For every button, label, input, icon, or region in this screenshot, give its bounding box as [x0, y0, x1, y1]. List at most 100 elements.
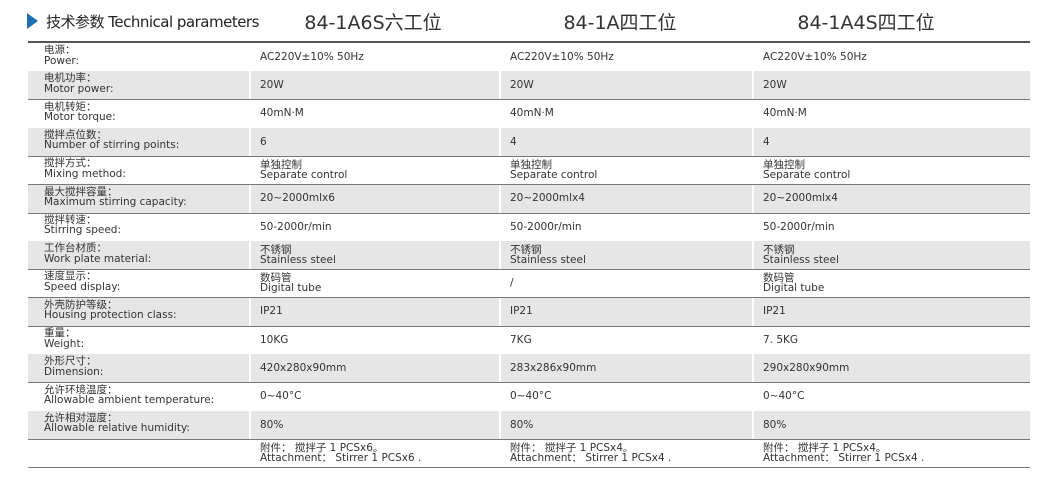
value-cell: 80% — [763, 411, 1003, 439]
label-line: 允许相对湿度： — [44, 411, 118, 424]
table-row: 外形尺寸： Dimension: 420x280x90mm 283x286x90mm 2… — [28, 354, 1030, 384]
column-separator — [499, 127, 501, 156]
value-line: 6 — [260, 135, 267, 148]
value-line: 7. 5KG — [763, 333, 799, 346]
value-cell: AC220V±10% 50Hz — [763, 43, 1003, 71]
label-line: Allowable relative humidity: — [44, 422, 190, 435]
value-cell: 80% — [260, 411, 500, 439]
value-cell: / — [510, 269, 750, 297]
value-cell: 20W — [763, 71, 1003, 99]
value-cell: AC220V±10% 50Hz — [260, 43, 500, 71]
column-separator — [249, 71, 251, 100]
label-line: Motor power: — [44, 82, 114, 95]
value-line: 40mN·M — [763, 107, 807, 120]
value-cell: IP21 — [510, 298, 750, 326]
value-line: 20~2000mlx6 — [260, 192, 335, 205]
attachment-cell: 附件： 搅拌子 1 PCSx4。 Attachment： Stirrer 1 PC… — [510, 439, 750, 467]
row-label: 电机转矩： Motor torque: — [44, 100, 244, 128]
value-line: 420x280x90mm — [260, 362, 347, 375]
column-separator — [752, 127, 754, 156]
label-line: Allowable ambient temperature: — [44, 394, 215, 407]
label-line: Weight: — [44, 337, 85, 350]
value-line: 单独控制 — [510, 158, 552, 171]
value-cell: 0~40°C — [763, 383, 1003, 411]
value-line: 20~2000mlx4 — [763, 192, 838, 205]
column-separator — [499, 184, 501, 213]
table-row: 搅拌转速： Stirring speed: 50-2000r/min 50-2000r… — [28, 213, 1030, 242]
column-separator — [752, 410, 754, 439]
label-line: 最大搅拌容量： — [44, 185, 118, 198]
column-header: 84-1A4S四工位 — [797, 12, 935, 34]
value-cell: 单独控制 Separate control — [260, 156, 500, 184]
table-row: 速度显示： Speed display: 数码管 Digital tube / 数码管 Di… — [28, 269, 1030, 299]
value-cell: 420x280x90mm — [260, 354, 500, 382]
value-cell: 10KG — [260, 326, 500, 354]
value-line: Stainless steel — [260, 254, 336, 267]
label-line: Mixing method: — [44, 167, 126, 180]
table-row: 搅拌点位数： Number of stirring points: 6 4 4 — [28, 127, 1030, 157]
value-cell: 7. 5KG — [763, 326, 1003, 354]
column-header: 84-1A6S六工位 — [304, 12, 442, 34]
column-separator — [499, 297, 501, 326]
value-cell: 0~40°C — [260, 383, 500, 411]
label-line: Dimension: — [44, 365, 104, 378]
value-line: 80% — [510, 418, 534, 431]
column-separator — [249, 241, 251, 270]
value-cell: 单独控制 Separate control — [763, 156, 1003, 184]
attachment-line: 附件： 搅拌子 1 PCSx4。 — [510, 441, 634, 454]
row-label: 重量： Weight: — [44, 326, 244, 354]
row-label: 外壳防护等级： Housing protection class: — [44, 298, 244, 326]
column-separator — [752, 241, 754, 270]
value-line: 20W — [260, 79, 284, 92]
attachment-cell: 附件： 搅拌子 1 PCSx6。 Attachment： Stirrer 1 PC… — [260, 439, 500, 467]
value-line: 不锈钢 — [510, 243, 542, 256]
value-line: Digital tube — [763, 282, 825, 295]
value-cell: 20~2000mlx4 — [510, 185, 750, 213]
column-separator — [499, 241, 501, 270]
value-cell: 80% — [510, 411, 750, 439]
label-line: 重量： — [44, 327, 76, 339]
value-cell: 4 — [763, 128, 1003, 156]
row-label: 允许相对湿度： Allowable relative humidity: — [44, 411, 244, 439]
table-row: 允许相对湿度： Allowable relative humidity: 80% 80… — [28, 410, 1030, 440]
table-row: 电源： Power: AC220V±10% 50Hz AC220V±10% 50Hz A… — [28, 43, 1030, 72]
row-label: 外形尺寸： Dimension: — [44, 354, 244, 382]
column-separator — [249, 127, 251, 156]
label-line: Maximum stirring capacity: — [44, 196, 187, 208]
value-line: 40mN·M — [260, 107, 304, 120]
value-line: 20W — [763, 79, 787, 92]
value-cell: IP21 — [763, 298, 1003, 326]
column-separator — [249, 297, 251, 326]
label-line: Motor torque: — [44, 111, 116, 124]
column-separator — [752, 71, 754, 100]
value-cell: 20W — [510, 71, 750, 99]
row-label: 电源： Power: — [44, 43, 244, 71]
attachment-line: 附件： 搅拌子 1 PCSx4。 — [763, 441, 887, 454]
table-row: 电机功率： Motor power: 20W 20W 20W — [28, 71, 1030, 101]
value-cell: 40mN·M — [510, 100, 750, 128]
value-line: 4 — [763, 135, 770, 148]
value-cell: 7KG — [510, 326, 750, 354]
value-line: Digital tube — [260, 282, 322, 295]
label-line: 搅拌点位数： — [44, 128, 107, 141]
table-row: 允许环境温度： Allowable ambient temperature: 0~4… — [28, 383, 1030, 412]
label-line: 电源： — [44, 44, 76, 56]
label-line: 工作台材质： — [44, 242, 107, 255]
value-line: 20~2000mlx4 — [510, 192, 585, 205]
label-line: Stirring speed: — [44, 224, 121, 237]
column-separator — [499, 410, 501, 439]
column-separator — [499, 354, 501, 383]
header-rule — [28, 41, 1030, 43]
label-line: Number of stirring points: — [44, 139, 180, 152]
value-line: Separate control — [510, 169, 598, 182]
value-line: 单独控制 — [763, 158, 805, 171]
value-line: IP21 — [260, 305, 283, 318]
value-cell: 50-2000r/min — [510, 213, 750, 241]
table-row: 附件： 搅拌子 1 PCSx6。 Attachment： Stirrer 1 PC… — [28, 439, 1030, 469]
value-cell: 6 — [260, 128, 500, 156]
value-cell: 不锈钢 Stainless steel — [763, 241, 1003, 269]
value-line: AC220V±10% 50Hz — [510, 50, 614, 63]
attachment-line: Attachment： Stirrer 1 PCSx4 . — [510, 452, 672, 465]
value-cell: 20~2000mlx4 — [763, 185, 1003, 213]
value-line: Separate control — [260, 169, 348, 182]
